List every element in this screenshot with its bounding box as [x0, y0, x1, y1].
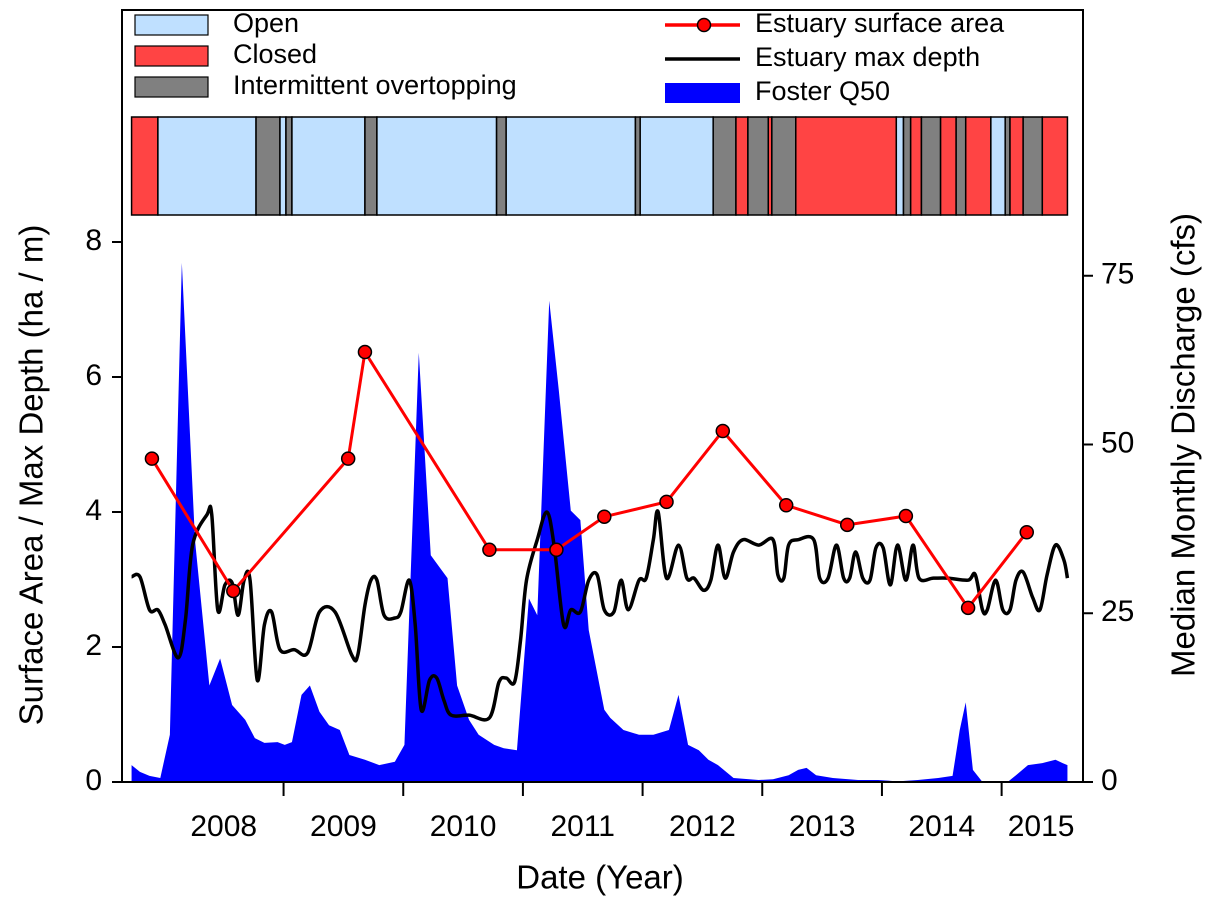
y2-tick-label: 25: [1101, 595, 1134, 628]
y2-axis-title: Median Monthly Discharge (cfs): [1165, 213, 1202, 677]
marker: [597, 509, 612, 524]
status-period: [130, 116, 159, 216]
legend-label: Foster Q50: [755, 76, 890, 106]
status-period: [364, 116, 378, 216]
marker: [226, 583, 241, 599]
status-period: [505, 116, 637, 216]
status-period: [747, 116, 770, 216]
y-tick-label: 8: [85, 224, 102, 257]
status-period: [735, 116, 749, 216]
marker: [549, 542, 564, 558]
legend-swatch: [134, 76, 209, 98]
marker: [839, 517, 855, 533]
y-tick-label: 6: [85, 359, 102, 392]
marker: [659, 494, 674, 510]
status-period: [291, 116, 366, 216]
status-period: [495, 116, 507, 216]
marker: [898, 508, 914, 524]
status-period: [639, 116, 714, 216]
status-period: [795, 116, 898, 216]
status-period: [964, 116, 992, 216]
status-period: [939, 116, 957, 216]
legend-marker: [696, 17, 712, 33]
marker: [960, 600, 976, 616]
status-period: [920, 116, 942, 216]
line: [130, 504, 1070, 722]
legend-label: Closed: [233, 39, 317, 69]
x-tick-label: 2008: [190, 810, 257, 843]
plot-area: [130, 262, 1070, 782]
y-tick-label: 0: [85, 764, 102, 797]
area: [131, 262, 1068, 782]
status-period: [990, 116, 1006, 216]
x-tick-label: 2015: [1008, 810, 1075, 843]
y2-tick-label: 0: [1101, 764, 1118, 797]
marker: [357, 344, 373, 360]
status-period: [255, 116, 281, 216]
marker: [1019, 525, 1035, 540]
y2-tick-label: 75: [1101, 258, 1134, 291]
status-period: [771, 116, 797, 216]
x-tick-label: 2011: [550, 810, 615, 843]
status-period: [285, 116, 293, 216]
status-period: [157, 116, 257, 216]
x-tick-label: 2013: [789, 810, 856, 843]
status-period: [902, 116, 912, 216]
status-period: [909, 116, 923, 216]
y-tick-label: 4: [85, 494, 102, 527]
x-tick-label: 2009: [310, 810, 377, 843]
line: [150, 347, 1028, 611]
legend-label: Open: [233, 8, 299, 38]
status-period: [1009, 116, 1024, 216]
status-period: [376, 116, 498, 216]
legend-label: Estuary surface area: [755, 8, 1005, 38]
y-axis-title: Surface Area / Max Depth (ha / m): [13, 225, 50, 726]
status-period: [279, 116, 287, 216]
x-tick-label: 2012: [669, 810, 736, 843]
status-period: [1041, 116, 1069, 216]
y2-tick-label: 50: [1101, 426, 1134, 459]
y-tick-label: 2: [85, 629, 102, 662]
marker: [778, 498, 794, 513]
status-period: [955, 116, 967, 216]
marker: [715, 423, 731, 439]
x-tick-label: 2014: [908, 810, 975, 843]
x-axis-title: Date (Year): [516, 859, 684, 896]
status-period: [895, 116, 905, 216]
status-period: [1022, 116, 1044, 216]
marker: [340, 451, 356, 466]
marker: [482, 542, 497, 558]
frame: [121, 9, 1084, 783]
status-period: [712, 116, 737, 216]
x-tick-label: 2010: [430, 810, 497, 843]
legend-swatch: [134, 14, 209, 36]
legend-swatch: [665, 83, 740, 103]
legend-swatch: [134, 45, 209, 67]
marker: [144, 451, 160, 466]
legend-label: Estuary max depth: [755, 42, 980, 72]
legend-label: Intermittent overtopping: [233, 70, 517, 100]
